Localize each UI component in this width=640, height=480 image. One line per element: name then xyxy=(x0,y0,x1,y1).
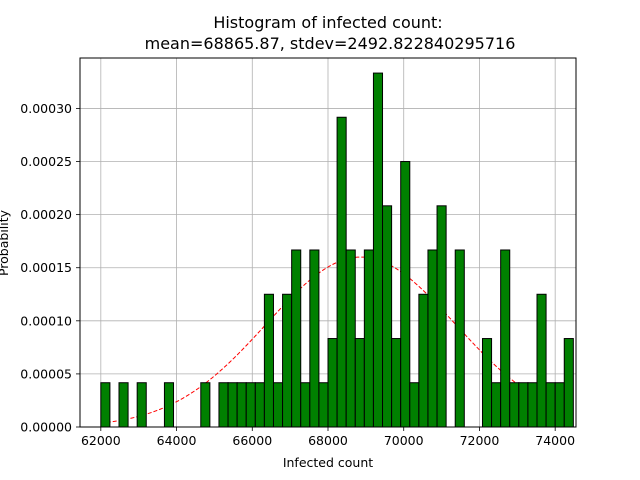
histogram-bar xyxy=(481,338,493,428)
histogram-bar xyxy=(354,338,365,428)
y-tick-label: 0.00015 xyxy=(20,260,72,275)
histogram-bar xyxy=(272,382,284,428)
histogram-bar xyxy=(318,382,329,428)
x-tick-label: 70000 xyxy=(384,433,424,448)
y-tick-label: 0.00000 xyxy=(20,420,72,435)
histogram-bar xyxy=(363,249,374,428)
histogram-bar xyxy=(554,382,565,428)
x-tick-label: 68000 xyxy=(308,433,348,448)
normal-fit-curve xyxy=(100,256,556,424)
y-tick-label: 0.00005 xyxy=(20,366,72,381)
histogram-bar xyxy=(118,382,129,428)
histogram-bar xyxy=(382,205,393,428)
y-axis-ticks: 0.00000 0.00005 0.00010 0.00015 0.00020 0.000… xyxy=(20,101,80,435)
x-tick-label: 74000 xyxy=(535,433,575,448)
histogram-bar xyxy=(509,382,520,428)
x-tick-label: 66000 xyxy=(232,433,272,448)
x-tick-label: 62000 xyxy=(81,433,121,448)
histogram-bar xyxy=(236,382,247,428)
histogram-bar xyxy=(372,72,384,428)
histogram-bar xyxy=(436,205,447,428)
y-tick-label: 0.00030 xyxy=(20,101,72,116)
histogram-bar xyxy=(163,382,175,428)
histogram-bar xyxy=(218,382,229,428)
histogram-bar xyxy=(454,249,465,428)
x-tick-label: 72000 xyxy=(460,433,500,448)
histogram-bar xyxy=(409,382,420,428)
histogram-bar xyxy=(545,382,556,428)
histogram-bar xyxy=(427,249,438,428)
y-axis-label: Probability xyxy=(0,209,11,276)
histogram-bar xyxy=(527,382,538,428)
histogram-bar xyxy=(309,249,320,428)
histogram-bar xyxy=(336,116,347,428)
histogram-bar xyxy=(500,249,511,428)
histogram-bar xyxy=(254,382,265,428)
histogram-bar xyxy=(491,382,502,428)
x-axis-label: Infected count xyxy=(283,455,373,470)
histogram-bar xyxy=(200,382,211,428)
histogram-bar xyxy=(518,382,529,428)
histogram-bar xyxy=(345,249,356,428)
y-tick-label: 0.00020 xyxy=(20,207,72,222)
histogram-bar xyxy=(136,382,147,428)
chart-title-line-1: Histogram of infected count: xyxy=(213,13,442,32)
fit-layer xyxy=(100,256,556,424)
x-tick-label: 64000 xyxy=(157,433,197,448)
x-axis-ticks: 62000 64000 66000 68000 70000 72000 74000 xyxy=(81,427,575,448)
y-tick-label: 0.00010 xyxy=(20,313,72,328)
histogram-bar xyxy=(327,338,338,428)
histogram-bar xyxy=(245,382,256,428)
histogram-bar xyxy=(100,382,111,428)
histogram-bar xyxy=(391,338,402,428)
histogram-bar xyxy=(227,382,238,428)
chart-title-line-2: mean=68865.87, stdev=2492.822840295716 xyxy=(145,34,516,53)
y-tick-label: 0.00025 xyxy=(20,154,72,169)
histogram-bar xyxy=(400,161,411,428)
histogram-bar xyxy=(291,249,302,428)
histogram-bar xyxy=(536,293,547,428)
histogram-bar xyxy=(563,338,574,428)
histogram-bar xyxy=(300,382,311,428)
histogram-bar xyxy=(282,293,293,428)
histogram-bar xyxy=(263,293,274,428)
histogram-bar xyxy=(418,293,429,428)
